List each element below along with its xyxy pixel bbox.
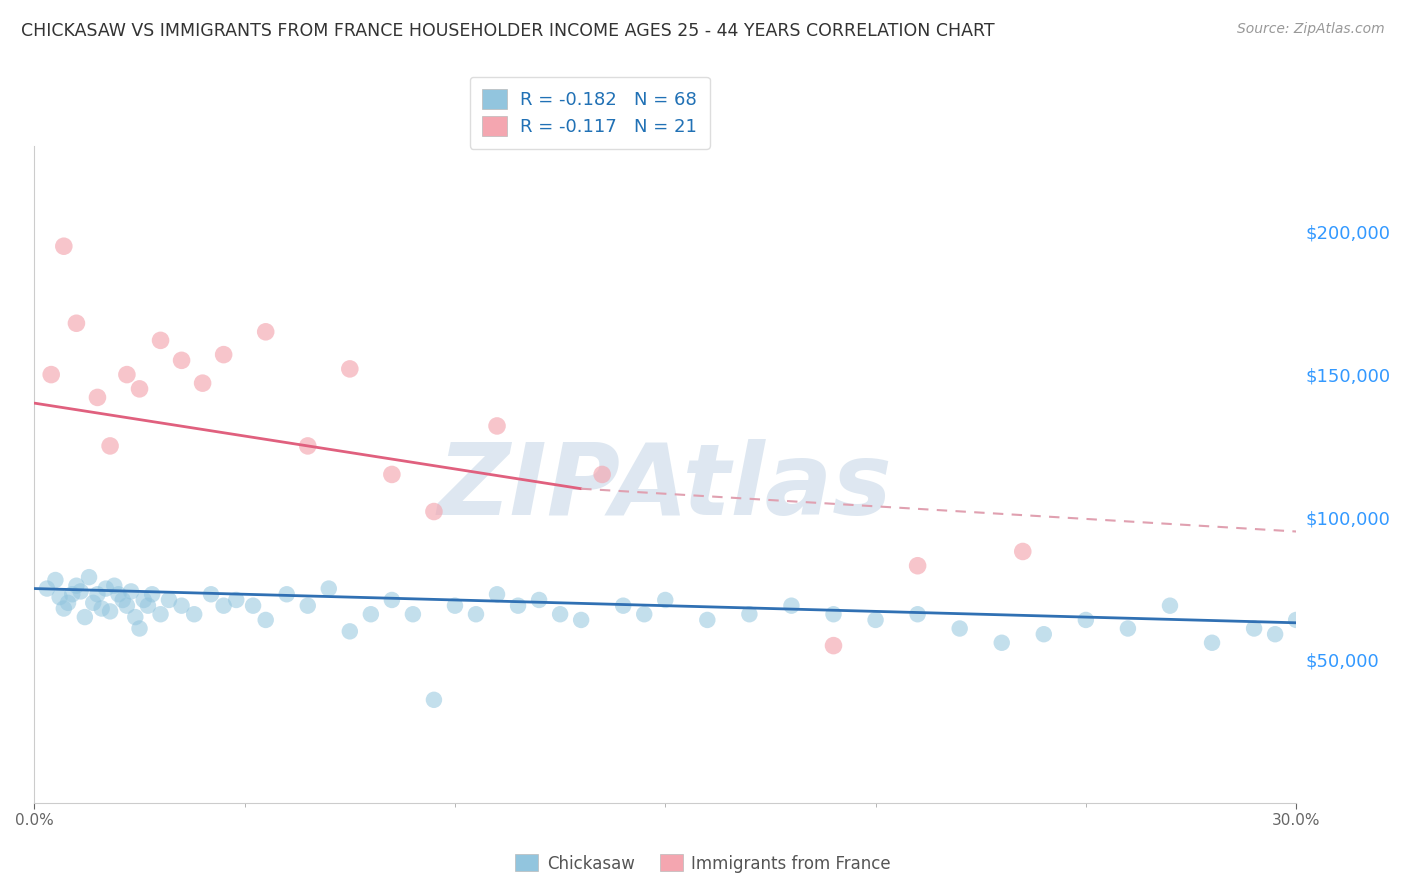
Point: [103, 579, 125, 593]
Point: [149, 334, 172, 348]
Point: [170, 599, 193, 613]
Text: CHICKASAW VS IMMIGRANTS FROM FRANCE HOUSEHOLDER INCOME AGES 25 - 44 YEARS CORREL: CHICKASAW VS IMMIGRANTS FROM FRANCE HOUS…: [21, 22, 994, 40]
Point: [56, 596, 79, 610]
Point: [612, 599, 634, 613]
Point: [225, 593, 247, 607]
Point: [107, 587, 129, 601]
Point: [823, 639, 845, 653]
Point: [48, 590, 70, 604]
Point: [65, 316, 87, 330]
Point: [73, 610, 96, 624]
Point: [1074, 613, 1097, 627]
Point: [990, 636, 1012, 650]
Point: [111, 593, 134, 607]
Point: [115, 368, 138, 382]
Point: [780, 599, 803, 613]
Point: [381, 467, 404, 482]
Point: [318, 582, 340, 596]
Point: [94, 582, 117, 596]
Point: [297, 439, 319, 453]
Point: [98, 439, 121, 453]
Point: [506, 599, 529, 613]
Point: [132, 593, 155, 607]
Point: [633, 607, 655, 622]
Text: ZIPAtlas: ZIPAtlas: [437, 439, 893, 536]
Point: [254, 613, 277, 627]
Point: [907, 607, 929, 622]
Point: [1285, 613, 1308, 627]
Point: [907, 558, 929, 573]
Point: [128, 622, 150, 636]
Point: [548, 607, 571, 622]
Point: [381, 593, 404, 607]
Point: [242, 599, 264, 613]
Point: [1201, 636, 1223, 650]
Point: [77, 570, 100, 584]
Point: [1243, 622, 1265, 636]
Point: [115, 599, 138, 613]
Point: [82, 596, 104, 610]
Point: [60, 587, 83, 601]
Point: [486, 587, 509, 601]
Point: [1011, 544, 1033, 558]
Point: [402, 607, 425, 622]
Point: [35, 582, 58, 596]
Point: [149, 607, 172, 622]
Point: [44, 573, 66, 587]
Point: [86, 391, 108, 405]
Point: [423, 693, 446, 707]
Point: [157, 593, 180, 607]
Point: [254, 325, 277, 339]
Point: [65, 579, 87, 593]
Point: [69, 584, 91, 599]
Point: [297, 599, 319, 613]
Point: [1032, 627, 1054, 641]
Point: [339, 624, 361, 639]
Point: [90, 601, 112, 615]
Point: [276, 587, 298, 601]
Point: [360, 607, 382, 622]
Point: [527, 593, 550, 607]
Point: [120, 584, 142, 599]
Point: [124, 610, 146, 624]
Text: Source: ZipAtlas.com: Source: ZipAtlas.com: [1237, 22, 1385, 37]
Point: [1264, 627, 1286, 641]
Point: [444, 599, 467, 613]
Legend: Chickasaw, Immigrants from France: Chickasaw, Immigrants from France: [509, 847, 897, 880]
Point: [128, 382, 150, 396]
Point: [52, 239, 75, 253]
Point: [569, 613, 592, 627]
Point: [339, 362, 361, 376]
Point: [191, 376, 214, 391]
Point: [141, 587, 163, 601]
Point: [200, 587, 222, 601]
Point: [1116, 622, 1139, 636]
Point: [465, 607, 488, 622]
Point: [212, 599, 235, 613]
Point: [183, 607, 205, 622]
Point: [136, 599, 159, 613]
Point: [170, 353, 193, 368]
Point: [212, 348, 235, 362]
Point: [591, 467, 613, 482]
Point: [823, 607, 845, 622]
Point: [1159, 599, 1181, 613]
Point: [696, 613, 718, 627]
Legend: R = -0.182   N = 68, R = -0.117   N = 21: R = -0.182 N = 68, R = -0.117 N = 21: [470, 77, 710, 149]
Point: [86, 587, 108, 601]
Point: [949, 622, 972, 636]
Point: [738, 607, 761, 622]
Point: [98, 604, 121, 618]
Point: [423, 504, 446, 518]
Point: [52, 601, 75, 615]
Point: [865, 613, 887, 627]
Point: [654, 593, 676, 607]
Point: [486, 419, 509, 434]
Point: [39, 368, 62, 382]
